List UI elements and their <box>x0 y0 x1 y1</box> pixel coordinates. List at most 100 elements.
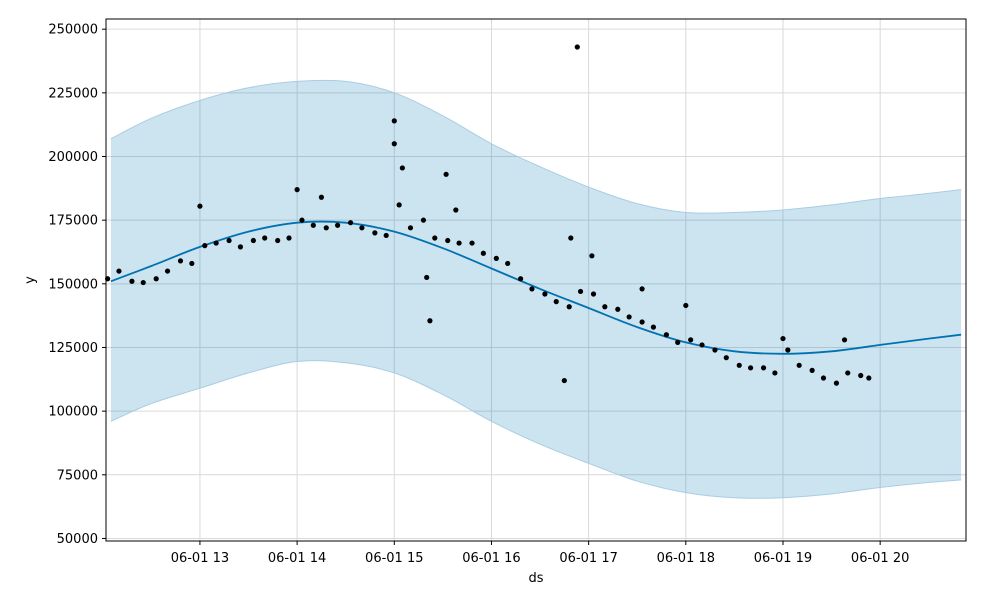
observed-point <box>736 362 742 368</box>
observed-point <box>529 286 535 292</box>
y-tick-label: 175000 <box>48 214 98 229</box>
observed-point <box>866 375 872 381</box>
observed-point <box>226 237 232 244</box>
observed-point <box>445 237 451 244</box>
observed-outlier-point <box>574 44 580 50</box>
y-tick-label: 250000 <box>48 23 98 38</box>
y-tick-label: 50000 <box>57 532 98 547</box>
interval-band <box>110 80 962 499</box>
observed-outlier-point <box>639 286 645 292</box>
observed-point <box>639 319 645 325</box>
observed-point <box>129 278 135 284</box>
observed-point <box>213 240 219 246</box>
observed-outlier-point <box>453 207 459 213</box>
interval-lower-edge <box>110 360 962 499</box>
observed-point <box>760 365 767 371</box>
observed-point <box>688 337 694 343</box>
observed-point <box>140 279 146 286</box>
observed-point <box>456 240 462 246</box>
observed-point <box>566 304 572 310</box>
observed-point <box>785 347 791 353</box>
forecast-yhat-line <box>110 220 962 355</box>
observed-point <box>432 235 438 241</box>
observed-point <box>712 347 718 353</box>
observed-point <box>177 258 184 264</box>
observed-point <box>723 355 729 361</box>
y-tick-label: 200000 <box>48 150 98 165</box>
x-tick-label: 06-01 13 <box>171 551 229 566</box>
forecast-line <box>110 220 962 355</box>
observed-point <box>250 237 256 244</box>
observed-point <box>372 230 378 236</box>
observed-point <box>469 240 475 246</box>
observed-point <box>796 362 802 368</box>
observed-point <box>772 370 778 376</box>
observed-outlier-point <box>391 118 397 124</box>
observed-point <box>407 225 414 231</box>
observed-outlier-point <box>197 203 203 209</box>
observed-point <box>833 380 840 386</box>
observed-point <box>116 268 122 274</box>
y-tick-label: 100000 <box>48 405 98 420</box>
observed-outlier-point <box>561 377 567 384</box>
observed-point <box>553 299 559 305</box>
observed-point <box>650 324 657 330</box>
y-axis-label: y <box>23 276 38 284</box>
observed-point <box>391 141 397 147</box>
observed-outlier-point <box>443 171 449 177</box>
observed-point <box>153 276 159 282</box>
observed-outlier-point <box>294 187 300 193</box>
observed-point <box>202 243 208 249</box>
observed-point <box>347 220 354 226</box>
x-tick-label: 06-01 17 <box>559 551 617 566</box>
observed-point <box>396 202 402 208</box>
observed-point <box>359 225 365 231</box>
observed-point <box>809 367 815 373</box>
observed-outlier-point <box>589 253 595 259</box>
observed-point <box>615 306 621 312</box>
grid <box>106 19 966 541</box>
observed-point <box>480 250 486 256</box>
x-tick-label: 06-01 15 <box>365 551 423 566</box>
y-tick-label: 225000 <box>48 86 98 101</box>
observed-point <box>699 342 705 348</box>
observed-point <box>286 235 292 241</box>
observed-point <box>164 268 171 274</box>
observed-point <box>310 222 316 228</box>
observed-outlier-point <box>318 194 325 200</box>
observed-point <box>663 332 669 338</box>
observed-outlier-point <box>841 337 848 343</box>
observed-point <box>577 288 584 295</box>
observed-point <box>590 291 597 297</box>
observed-point <box>493 255 499 261</box>
observed-outlier-point <box>424 274 430 281</box>
x-tick-label: 06-01 16 <box>462 551 520 566</box>
y-axis-ticks: 50000 75000 100000 125000 150000 175000 200000… <box>48 23 106 547</box>
observed-point <box>505 260 511 267</box>
observed-point <box>542 291 548 297</box>
observed-outlier-point <box>683 302 689 309</box>
observed-point <box>299 217 305 223</box>
observed-point <box>383 232 389 239</box>
observed-point <box>747 365 754 371</box>
observed-outlier-point <box>427 318 433 324</box>
observed-outlier-point <box>399 165 405 171</box>
interval-upper-edge <box>110 79 962 214</box>
observed-point <box>626 314 632 320</box>
observed-outlier-point <box>780 335 786 342</box>
x-axis-ticks: 06-01 13 06-01 14 06-01 15 06-01 16 06-01 17… <box>171 541 909 566</box>
observed-point <box>845 370 851 376</box>
observed-point <box>675 339 681 345</box>
x-tick-label: 06-01 14 <box>268 551 326 566</box>
x-tick-label: 06-01 19 <box>754 551 812 566</box>
observed-point <box>189 260 195 267</box>
observed-point <box>518 276 524 282</box>
observed-point <box>237 244 244 250</box>
observed-point <box>335 222 341 228</box>
observed-outlier-point <box>568 235 574 241</box>
observed-points <box>105 44 872 386</box>
observed-point <box>420 217 427 223</box>
observed-point <box>858 372 864 379</box>
